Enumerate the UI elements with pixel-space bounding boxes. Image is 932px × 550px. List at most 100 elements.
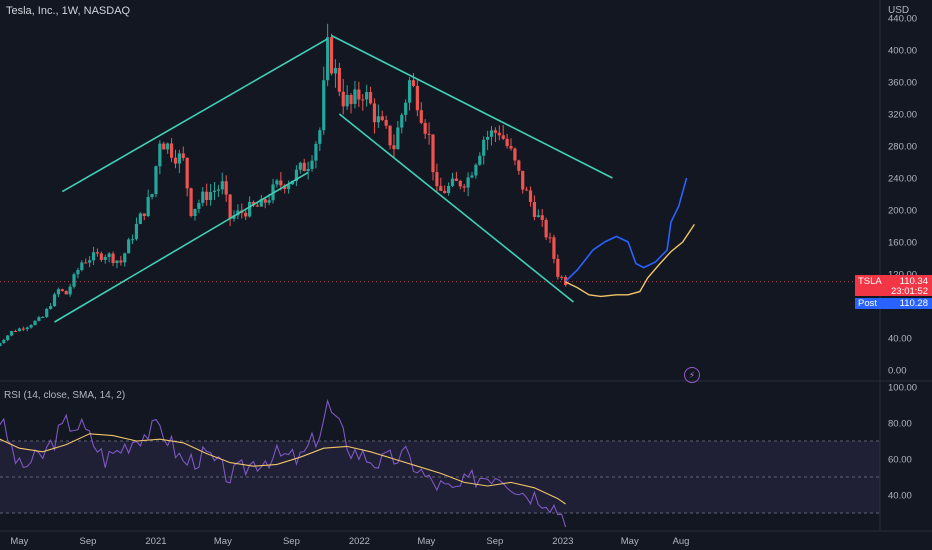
candle-body: [411, 80, 416, 86]
candle-body: [302, 162, 306, 172]
candle-body: [466, 177, 470, 188]
candle-body: [368, 92, 373, 104]
candle-body: [423, 122, 427, 134]
candle-body: [517, 160, 521, 171]
candle-body: [287, 184, 291, 190]
candle-body: [341, 91, 345, 107]
grid: [0, 0, 932, 532]
candle-body: [446, 185, 451, 194]
price-tick-label: 160.00: [888, 238, 917, 249]
candle-body: [111, 253, 115, 263]
candle-body: [88, 260, 92, 263]
time-tick-label: Sep: [80, 536, 97, 547]
candle-body: [205, 191, 209, 201]
candle-body: [130, 239, 135, 241]
candle-body: [13, 331, 18, 333]
candle-body: [84, 262, 88, 264]
candle-body: [6, 335, 10, 340]
projection-line-blue: [565, 177, 688, 282]
candle-body: [263, 199, 267, 203]
rsi-tick-label: 40.00: [888, 491, 912, 502]
candle-body: [275, 180, 279, 185]
candle-body: [353, 89, 357, 104]
candle-body: [107, 253, 111, 257]
candle-body: [478, 155, 482, 165]
candle-body: [365, 92, 369, 100]
trendlines[interactable]: [54, 34, 613, 323]
time-tick-label: May: [621, 536, 639, 547]
candle-body: [236, 210, 240, 216]
candle-body: [486, 136, 490, 140]
candle-body: [388, 125, 392, 146]
rsi-plot: [0, 398, 880, 528]
candle-body: [220, 181, 224, 190]
candle-body: [138, 213, 142, 224]
candle-body: [17, 328, 22, 332]
candle-body: [267, 200, 271, 203]
candle-body: [505, 138, 509, 147]
candle-body: [532, 202, 537, 217]
candle-body: [493, 130, 498, 133]
chart-title[interactable]: Tesla, Inc., 1W, NASDAQ: [6, 5, 131, 17]
candle-body: [45, 308, 49, 317]
candle-body: [419, 110, 423, 123]
candle-body: [298, 162, 302, 170]
rsi-axis: 40.00 60.00 80.00 100.00: [888, 383, 917, 502]
candle-body: [10, 331, 14, 336]
candle-body: [556, 258, 560, 277]
candle-body: [552, 237, 556, 259]
candle-body: [21, 328, 25, 330]
candle-body: [115, 260, 119, 263]
candle-body: [123, 253, 127, 263]
price-tick-label: 440.00: [888, 14, 917, 25]
candle-body: [212, 190, 217, 193]
candle-body: [25, 327, 29, 330]
time-tick-label: Aug: [673, 536, 690, 547]
candle-body: [169, 143, 174, 158]
candle-body: [392, 145, 396, 150]
currency-label: USD: [888, 5, 910, 16]
candle-body: [431, 134, 435, 173]
candle-body: [201, 191, 205, 203]
candle-body: [318, 130, 322, 144]
candle-body: [150, 194, 154, 197]
post-market-label: Post: [858, 298, 878, 309]
candle-body: [349, 95, 353, 104]
rsi-ma-line: [0, 433, 566, 505]
candle-body: [290, 180, 295, 185]
candle-body: [462, 186, 466, 188]
candle-body: [208, 192, 213, 201]
rsi-title[interactable]: RSI (14, close, SMA, 14, 2): [4, 390, 126, 401]
candle-body: [474, 164, 478, 176]
candle-body: [255, 205, 260, 207]
candle-body: [244, 212, 248, 217]
candle-body: [154, 166, 158, 195]
post-market-tag: Post 110.28: [855, 298, 932, 309]
candle-body: [2, 339, 6, 344]
candle-body: [525, 189, 529, 191]
candle-body: [361, 99, 365, 101]
candle-body: [0, 343, 2, 347]
candle-body: [501, 135, 505, 139]
price-tag-symbol: TSLA: [858, 276, 882, 287]
candle-body: [544, 219, 548, 238]
candle-body: [333, 68, 338, 74]
candle-body: [95, 252, 100, 254]
candle-body: [251, 201, 256, 206]
candle-body: [181, 153, 185, 158]
candle-body: [197, 202, 201, 209]
price-axis: 0.0040.00120.00160.00200.00240.00280.003…: [888, 14, 917, 377]
trendline: [61, 38, 329, 193]
candle-body: [337, 68, 341, 92]
projection-line-yellow: [565, 224, 695, 298]
candle-body: [513, 148, 517, 161]
candle-body: [41, 316, 45, 318]
candle-body: [372, 103, 377, 123]
price-tick-label: 280.00: [888, 142, 917, 153]
candle-body: [306, 168, 310, 172]
lightning-icon[interactable]: ⚡: [684, 367, 700, 383]
candles: [0, 23, 568, 347]
candle-body: [177, 153, 181, 164]
projection-lines[interactable]: [565, 177, 695, 298]
